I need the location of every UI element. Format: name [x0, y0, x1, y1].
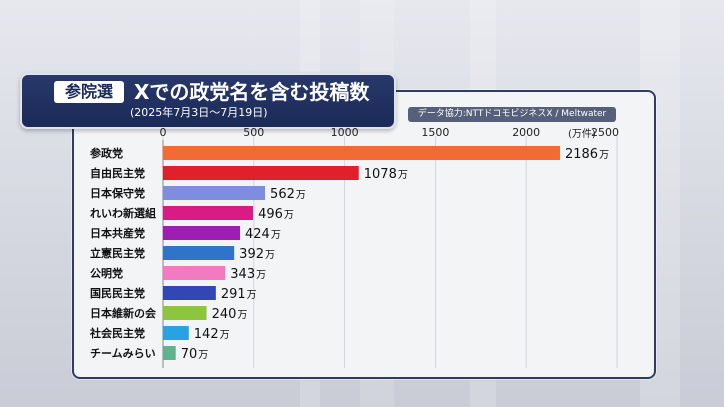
axis-unit-label: (万件) [568, 129, 596, 140]
data-label: 1078万 [364, 167, 408, 182]
category-label: 参政党 [90, 146, 123, 160]
category-label: 日本維新の会 [90, 306, 157, 320]
x-tick-label: 2500 [591, 126, 619, 139]
data-label: 424万 [245, 227, 281, 242]
category-label: 社会民主党 [89, 326, 145, 340]
category-label: 日本共産党 [90, 226, 145, 240]
data-label: 70万 [181, 347, 209, 362]
category-label: 自由民主党 [90, 166, 145, 180]
data-label: 2186万 [565, 147, 609, 162]
title-banner: 参院選 Xでの政党名を含む投稿数 (2025年7月3日〜7月19日) [20, 73, 396, 129]
category-label: れいわ新選組 [90, 206, 156, 220]
data-label: 562万 [270, 187, 306, 202]
bar [163, 346, 176, 360]
data-label: 392万 [239, 247, 275, 262]
bar [163, 186, 266, 200]
data-label: 343万 [230, 267, 266, 282]
bar [163, 286, 216, 300]
election-tag: 参院選 [54, 81, 124, 103]
bar [163, 326, 189, 340]
data-label: 496万 [258, 207, 294, 222]
data-label: 291万 [221, 287, 257, 302]
category-label: 立憲民主党 [90, 246, 145, 260]
category-label: 公明党 [90, 266, 123, 280]
chart-title: Xでの政党名を含む投稿数 [134, 80, 370, 104]
bar [163, 226, 240, 240]
bar [163, 146, 560, 160]
data-label: 142万 [194, 327, 230, 342]
category-label: 日本保守党 [90, 186, 145, 200]
x-tick-label: 1000 [331, 126, 359, 139]
x-tick-label: 500 [243, 126, 264, 139]
x-tick-label: 2000 [512, 126, 540, 139]
x-tick-label: 1500 [421, 126, 449, 139]
bar [163, 206, 254, 220]
x-tick-label: 0 [160, 126, 167, 139]
chart-period: (2025年7月3日〜7月19日) [130, 106, 268, 119]
bar [163, 246, 235, 260]
bar [163, 266, 226, 280]
category-label: チームみらい [90, 347, 156, 360]
data-label: 240万 [212, 307, 248, 322]
bar [163, 166, 359, 180]
category-label: 国民民主党 [90, 286, 145, 300]
bar [163, 306, 207, 320]
data-source-label: データ協力:NTTドコモビジネスX / Meltwater [408, 107, 616, 122]
